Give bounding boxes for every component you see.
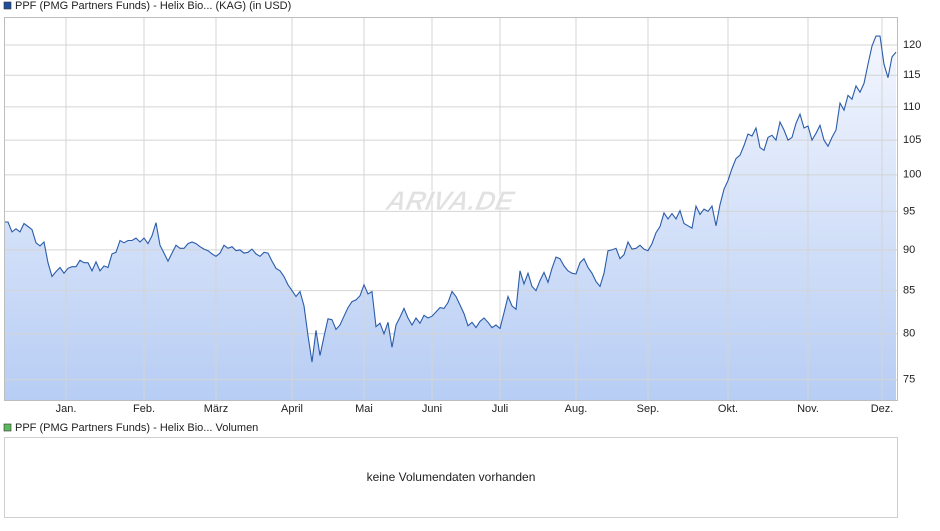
legend-swatch bbox=[3, 423, 12, 432]
x-tick-label: Dez. bbox=[871, 403, 894, 415]
y-tick-label: 100 bbox=[903, 169, 921, 181]
plot-frame bbox=[4, 17, 898, 401]
legend-swatch bbox=[3, 1, 12, 10]
x-tick-label: Nov. bbox=[797, 403, 819, 415]
legend-label: PPF (PMG Partners Funds) - Helix Bio... … bbox=[15, 0, 291, 12]
price-line bbox=[4, 35, 897, 363]
x-tick-label: März bbox=[204, 403, 228, 415]
x-tick-label: Sep. bbox=[637, 403, 660, 415]
watermark: ARIVA.DE bbox=[383, 185, 518, 216]
y-tick-label: 80 bbox=[903, 328, 915, 340]
x-tick-label: Mai bbox=[355, 403, 373, 415]
x-tick-label: Juli bbox=[492, 403, 509, 415]
x-tick-label: Jan. bbox=[56, 403, 77, 415]
x-tick-label: Aug. bbox=[565, 403, 588, 415]
y-tick-label: 110 bbox=[903, 101, 921, 113]
x-tick-label: Feb. bbox=[133, 403, 155, 415]
volume-frame bbox=[4, 437, 898, 518]
y-tick-label: 115 bbox=[903, 69, 921, 81]
y-tick-label: 85 bbox=[903, 285, 915, 297]
y-tick-label: 75 bbox=[903, 374, 915, 386]
x-tick-label: Juni bbox=[422, 403, 442, 415]
no-data-message: keine Volumendaten vorhanden bbox=[367, 470, 536, 484]
y-tick-label: 105 bbox=[903, 134, 921, 146]
legend-label: PPF (PMG Partners Funds) - Helix Bio... … bbox=[15, 422, 258, 434]
x-tick-label: April bbox=[281, 403, 303, 415]
y-tick-label: 90 bbox=[903, 244, 915, 256]
x-tick-label: Okt. bbox=[718, 403, 738, 415]
y-tick-label: 120 bbox=[903, 39, 921, 51]
y-tick-label: 95 bbox=[903, 205, 915, 217]
area-fill bbox=[4, 36, 896, 401]
